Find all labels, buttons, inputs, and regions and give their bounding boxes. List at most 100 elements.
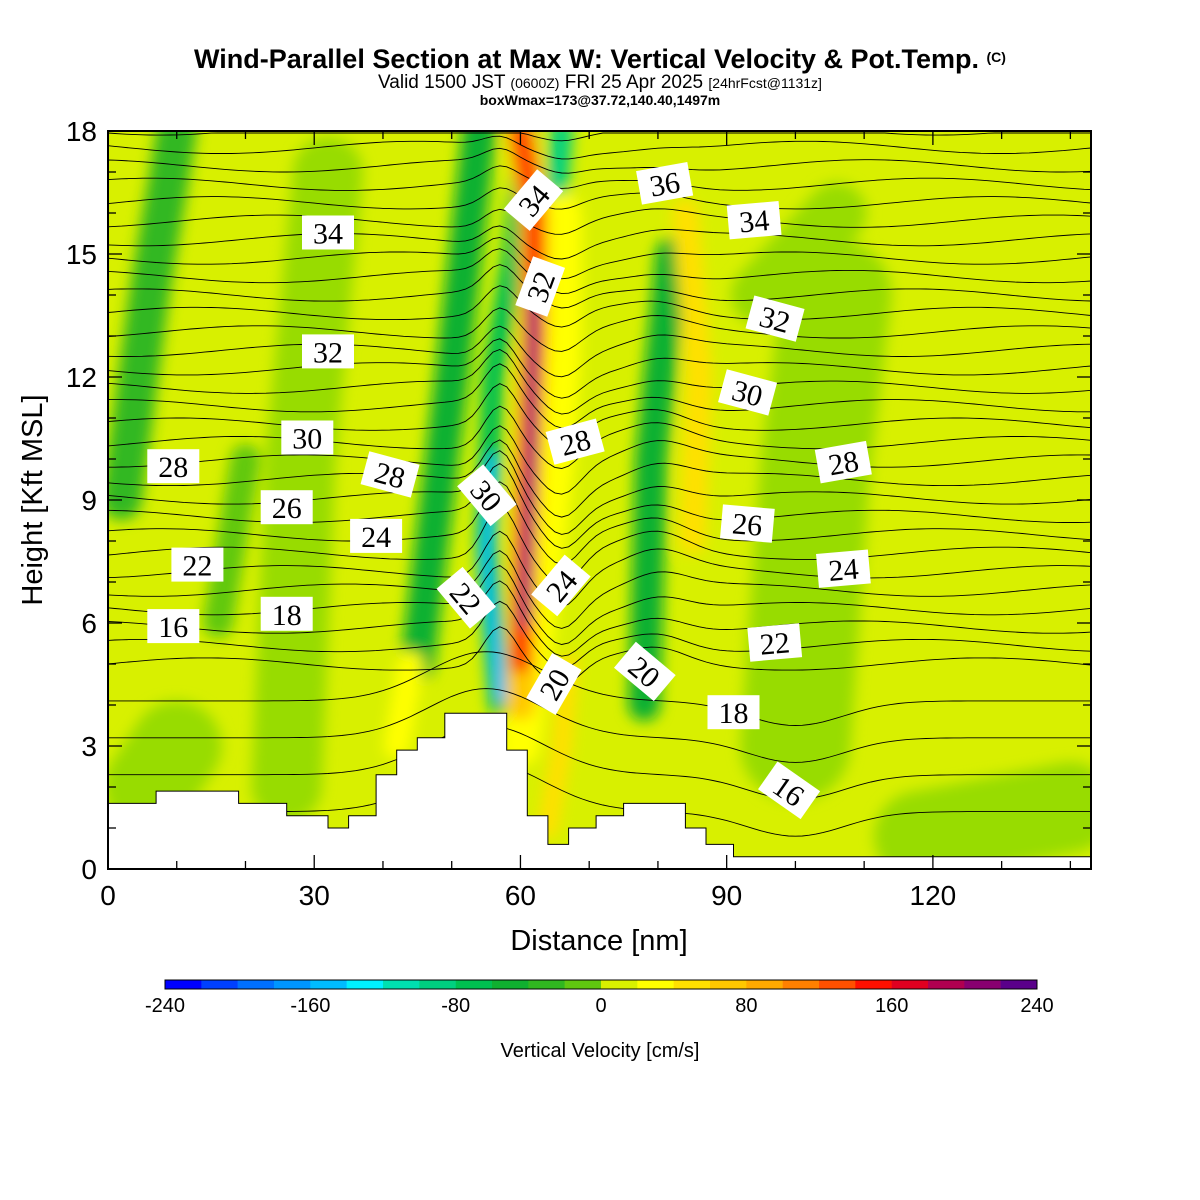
colorbar-tick-label: -240 — [145, 995, 185, 1017]
theta-label: 24 — [531, 554, 591, 617]
copyright-mark: (C) — [986, 49, 1006, 65]
chart-title: Wind-Parallel Section at Max W: Vertical… — [0, 44, 1200, 75]
theta-label-box — [747, 623, 803, 662]
x-tick-label: 0 — [100, 880, 116, 911]
theta-label: 24 — [350, 518, 403, 554]
x-tick-label: 90 — [711, 880, 742, 911]
theta-label: 22 — [171, 547, 224, 583]
theta-label-text: 36 — [647, 166, 682, 204]
theta-label: 34 — [302, 215, 354, 251]
colorbar-segment — [928, 980, 965, 989]
theta-label: 32 — [302, 334, 354, 369]
theta-label-text: 28 — [158, 451, 188, 484]
field-band-yellow-right — [740, 240, 892, 801]
theta-label: 28 — [545, 418, 605, 465]
theta-label-box — [816, 549, 871, 588]
valid-date: FRI 25 Apr 2025 — [564, 72, 704, 93]
theta-contour-line — [108, 208, 1091, 235]
colorbar-segment — [964, 980, 1001, 989]
colorbar-frame — [164, 979, 1038, 990]
field-band-green-left — [108, 131, 197, 520]
theta-contour-line — [108, 132, 1091, 142]
x-tick-label: 30 — [299, 880, 330, 911]
theta-contour-line — [108, 248, 1091, 295]
colorbar-segment — [383, 980, 420, 989]
theta-label-box — [260, 596, 313, 631]
theta-label-text: 28 — [826, 445, 861, 483]
theta-contour-line — [108, 307, 1091, 352]
colorbar-tick-label: 160 — [875, 995, 908, 1017]
box-info-line: boxWmax=173@37.72,140.40,1497m — [479, 92, 721, 108]
theta-label-text: 34 — [313, 218, 343, 251]
theta-contour-line — [108, 165, 1091, 191]
theta-contour-line — [108, 349, 1091, 415]
theta-contour-line — [108, 506, 1091, 585]
theta-contour-line — [108, 550, 1091, 629]
theta-contour-line — [108, 383, 1091, 446]
theta-contour-line — [108, 580, 1091, 657]
theta-label-text: 22 — [758, 626, 791, 661]
theta-label-box — [503, 169, 564, 231]
theta-contour-line — [108, 147, 1091, 174]
colorbar-tick-label: -80 — [441, 995, 470, 1017]
colorbar-segment — [492, 980, 529, 989]
theta-contour-line — [108, 237, 1091, 280]
colorbar-segment — [855, 980, 892, 989]
colorbar-segment — [673, 980, 711, 989]
theta-label-box — [718, 369, 778, 416]
theta-label: 28 — [147, 449, 200, 484]
theta-label-box — [814, 440, 872, 484]
valid-utc: (0600Z) — [510, 75, 560, 91]
theta-label-box — [457, 464, 517, 527]
y-tick-label: 3 — [81, 731, 97, 762]
theta-contour-line — [108, 363, 1091, 429]
theta-label: 32 — [515, 256, 566, 317]
theta-label-box — [531, 554, 591, 617]
theta-label-text: 30 — [292, 423, 322, 456]
theta-label: 36 — [636, 162, 694, 205]
colorbar-segment — [237, 980, 275, 989]
colorbar-segment — [165, 980, 202, 989]
colorbar-segment — [528, 980, 565, 989]
theta-label: 28 — [360, 451, 420, 498]
x-tick-label: 120 — [910, 880, 957, 911]
theta-label-box — [636, 162, 694, 205]
field-band-yellow-lowright — [874, 762, 1091, 869]
theta-label-box — [758, 761, 821, 820]
y-tick-label: 9 — [81, 485, 97, 516]
theta-contour-line — [108, 425, 1091, 495]
field-band-green-mid — [400, 131, 497, 681]
field-band-up-inner — [519, 291, 539, 627]
theta-contour-line — [108, 264, 1091, 309]
theta-label: 28 — [814, 440, 872, 484]
theta-label: 18 — [707, 695, 760, 730]
field-band-yellow-low — [108, 701, 222, 832]
theta-label-box — [360, 451, 420, 498]
theta-label-text: 24 — [827, 552, 860, 587]
theta-label-text: 18 — [719, 697, 749, 730]
theta-contour-line — [108, 338, 1091, 399]
theta-label: 26 — [260, 490, 313, 525]
theta-label-text: 16 — [158, 611, 188, 644]
forecast-info: [24hrFcst@1131z] — [708, 75, 822, 91]
y-tick-label: 6 — [81, 608, 97, 639]
field-band-up-foot — [383, 651, 424, 759]
theta-contour-line — [108, 481, 1091, 565]
colorbar: -240 -160 -80 0 80 160 240 — [145, 979, 1054, 1017]
y-tick-label: 18 — [66, 116, 97, 147]
field-band-up-right — [672, 200, 713, 554]
colorbar-tick-label: -160 — [290, 995, 330, 1017]
theta-label-text: 26 — [731, 507, 764, 542]
theta-label: 30 — [718, 369, 778, 416]
terrain-mask — [108, 712, 1091, 869]
colorbar-tick-label: 80 — [735, 995, 757, 1017]
theta-label-box — [350, 518, 403, 553]
theta-contour-line — [108, 626, 1091, 687]
valid-main: Valid 1500 JST — [378, 72, 506, 93]
theta-contour-line — [108, 187, 1091, 210]
colorbar-segment — [346, 980, 384, 989]
theta-label: 26 — [720, 504, 775, 543]
theta-label: 24 — [816, 549, 871, 588]
